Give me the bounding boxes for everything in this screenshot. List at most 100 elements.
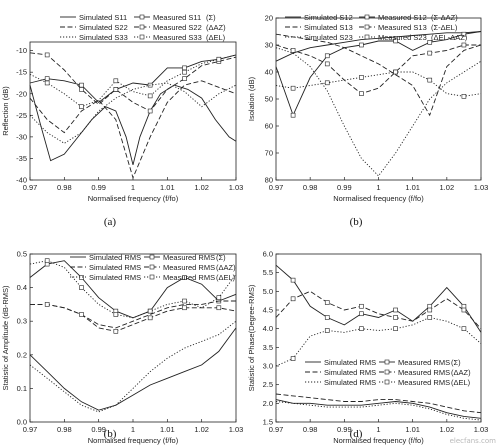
data-point-marker (147, 308, 153, 314)
y-tick-label: -10 (16, 46, 27, 55)
legend-label: Simulated S13 (304, 23, 353, 32)
y-tick-label: 0.4 (17, 283, 27, 292)
data-point-marker (290, 48, 296, 53)
data-point-marker (393, 69, 398, 75)
legend-tag: (ΔEL) (216, 273, 236, 282)
y-tick-label: 0.2 (17, 350, 27, 359)
legend-tag: (ΔAZ) (451, 368, 471, 377)
y-tick-label: -30 (16, 132, 27, 141)
y-tick-label: 0.0 (17, 418, 27, 427)
x-axis-label: Normalised frequency (f/fo) (88, 194, 179, 203)
series-line (275, 47, 482, 177)
data-point-marker (44, 80, 50, 86)
legend-tag: (ΔEL-ΔAZ) (431, 33, 468, 42)
series-line (275, 401, 482, 421)
panel-caption: (d) (350, 428, 363, 440)
y-tick-label: 20 (265, 14, 273, 23)
data-point-marker (359, 42, 364, 48)
panel-caption: (b) (350, 216, 363, 228)
x-tick-label: 0.98 (303, 425, 318, 434)
legend-label: Measured S12 (378, 13, 427, 22)
data-point-marker (182, 65, 187, 71)
y-tick-label: 2.0 (263, 399, 273, 408)
series-line (29, 54, 237, 108)
data-point-marker (79, 104, 84, 109)
data-point-marker (182, 275, 187, 280)
chart-panel-4: 0.97 0.98 0.99 1 1.01 1.02 1.03 1.5 2.0 2.5 3.0 3.5… (247, 250, 488, 446)
series-line (29, 80, 237, 180)
legend-label: Simulated RMS (89, 263, 141, 272)
data-point-marker (393, 38, 398, 44)
legend-marker (364, 24, 370, 30)
x-tick-label: 1.01 (405, 425, 420, 434)
data-point-marker (216, 305, 222, 311)
y-tick-label: 1.5 (263, 418, 273, 427)
y-tick-label: 0.3 (17, 317, 27, 326)
y-tick-label: -40 (16, 176, 27, 185)
y-tick-label: 4.5 (263, 306, 273, 315)
legend-marker (384, 379, 390, 385)
x-tick-label: 0.99 (337, 183, 352, 192)
x-axis-label: Normalised frequency (f/fo) (88, 436, 179, 445)
data-point-marker (359, 303, 364, 309)
data-point-marker (147, 93, 153, 99)
x-tick-label: 1.03 (229, 183, 244, 192)
legend-label: Measured RMS (163, 263, 215, 272)
legend-tag: (ΔAZ) (216, 263, 236, 272)
series-line (29, 52, 237, 112)
data-point-marker (324, 315, 330, 320)
data-point-marker (427, 39, 433, 45)
data-point-marker (359, 311, 364, 317)
legend-tag: (Σ-ΔEL) (431, 23, 458, 32)
y-tick-label: 50 (265, 95, 273, 104)
y-tick-label: 4.0 (263, 324, 273, 333)
x-tick-label: 1.01 (160, 183, 175, 192)
x-tick-label: 1.01 (405, 183, 420, 192)
x-tick-label: 1.03 (229, 425, 244, 434)
data-point-marker (182, 305, 187, 311)
y-axis-label: Isolation (dB) (247, 76, 256, 121)
legend-label: Measured RMS (163, 273, 215, 282)
legend-tag: (Σ) (216, 253, 226, 262)
legend-marker (139, 34, 145, 40)
series-line (275, 393, 482, 414)
y-tick-label: 70 (265, 149, 273, 158)
data-point-marker (359, 326, 364, 331)
legend-tag: (Σ) (206, 13, 216, 22)
data-point-marker (393, 307, 398, 313)
data-point-marker (290, 296, 296, 302)
plot-frame (275, 17, 482, 181)
data-point-marker (182, 298, 187, 304)
x-tick-label: 1 (376, 425, 380, 434)
x-tick-label: 1.03 (474, 425, 489, 434)
y-tick-label: 3.0 (263, 362, 273, 371)
series-line (275, 31, 482, 62)
data-point-marker (44, 76, 50, 81)
legend-marker (364, 14, 370, 20)
data-point-marker (44, 258, 50, 264)
y-tick-label: 5.5 (263, 268, 273, 277)
x-tick-label: 1 (131, 183, 135, 192)
data-point-marker (113, 312, 119, 317)
x-tick-label: 1.02 (194, 183, 209, 192)
y-tick-label: 30 (265, 41, 273, 50)
x-tick-label: 1.03 (474, 183, 489, 192)
legend-label: Measured RMS (398, 358, 450, 367)
x-tick-label: 0.97 (269, 183, 284, 192)
legend-marker (139, 24, 145, 30)
y-axis-label: Reflection (dB) (1, 86, 10, 136)
x-axis-label: Normalised frequency (f/fo) (333, 194, 424, 203)
series-line (30, 300, 236, 329)
x-tick-label: 1 (131, 425, 135, 434)
x-tick-label: 0.98 (57, 183, 72, 192)
legend-tag: (ΔEL) (451, 378, 471, 387)
x-tick-label: 1.02 (440, 183, 455, 192)
data-point-marker (79, 87, 84, 92)
y-tick-label: 60 (265, 122, 273, 131)
legend-label: Measured RMS (163, 253, 215, 262)
legend-label: Simulated RMS (324, 378, 376, 387)
legend-marker (384, 359, 390, 365)
legend-marker (364, 34, 370, 40)
legend-label: Measured S33 (153, 33, 202, 42)
